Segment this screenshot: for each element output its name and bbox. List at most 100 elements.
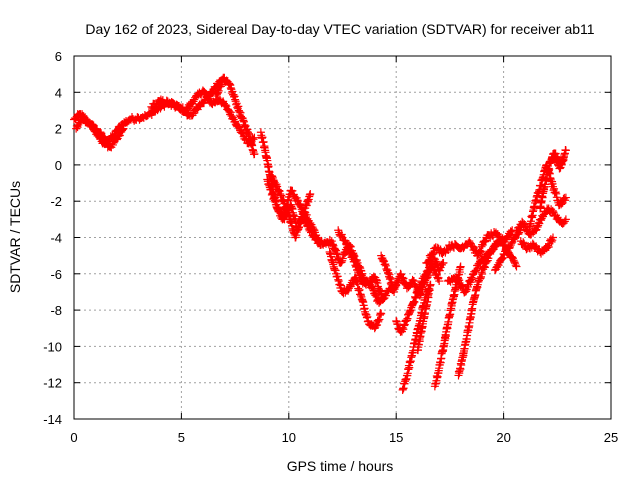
data-point — [547, 237, 556, 246]
data-point — [507, 228, 516, 237]
data-point — [444, 245, 453, 254]
data-point — [511, 261, 520, 270]
data-track — [512, 204, 570, 239]
data-point — [87, 121, 96, 130]
y-tick-label: -2 — [50, 194, 62, 209]
data-point — [408, 275, 417, 284]
data-point — [274, 186, 283, 195]
data-point — [506, 242, 515, 251]
data-track — [392, 254, 448, 336]
data-track — [325, 248, 386, 333]
x-tick-label: 5 — [178, 430, 185, 445]
data-point — [561, 193, 570, 202]
data-point — [173, 101, 182, 110]
data-point — [368, 282, 377, 291]
data-track — [211, 75, 259, 159]
data-point — [118, 125, 127, 134]
data-point — [293, 196, 302, 205]
data-point — [400, 321, 409, 330]
x-axis-label: GPS time / hours — [287, 458, 394, 474]
data-point — [455, 276, 464, 285]
x-tick-label: 25 — [604, 430, 618, 445]
data-point — [382, 291, 391, 300]
data-point — [115, 131, 124, 140]
data-point — [475, 246, 484, 255]
data-point — [377, 309, 386, 318]
data-track — [467, 237, 521, 315]
y-tick-label: -4 — [50, 231, 62, 246]
data-point — [549, 233, 558, 242]
data-point — [481, 237, 490, 246]
x-tick-label: 20 — [496, 430, 510, 445]
data-point — [543, 241, 552, 250]
x-tick-label: 15 — [389, 430, 403, 445]
data-track — [546, 149, 568, 173]
y-tick-label: -12 — [43, 376, 62, 391]
data-point — [511, 259, 520, 268]
data-point — [511, 234, 520, 243]
data-marks — [70, 73, 570, 394]
data-point — [306, 189, 315, 198]
data-point — [473, 264, 482, 273]
data-point — [117, 126, 126, 135]
data-point — [337, 231, 346, 240]
data-point — [559, 153, 568, 162]
data-track — [516, 233, 558, 258]
data-point — [250, 150, 259, 159]
y-tick-label: 6 — [55, 49, 62, 64]
y-tick-label: -14 — [43, 412, 62, 427]
data-point — [518, 218, 527, 227]
data-point — [477, 242, 486, 251]
data-point — [371, 291, 380, 300]
data-point — [168, 98, 177, 107]
data-point — [317, 240, 326, 249]
data-point — [250, 133, 259, 142]
data-point — [108, 140, 117, 149]
data-point — [561, 215, 570, 224]
chart-title: Day 162 of 2023, Sidereal Day-to-day VTE… — [85, 21, 594, 37]
data-point — [434, 244, 443, 253]
data-point — [307, 227, 316, 236]
data-point — [226, 108, 235, 117]
data-point — [96, 133, 105, 142]
data-point — [506, 227, 515, 236]
data-point — [119, 124, 128, 133]
data-point — [476, 247, 485, 256]
data-point — [315, 239, 324, 248]
data-point — [456, 262, 465, 271]
data-point — [338, 254, 347, 263]
data-point — [435, 277, 444, 286]
data-point — [476, 248, 485, 257]
data-point — [399, 325, 408, 334]
data-point — [268, 172, 277, 181]
data-point — [424, 257, 433, 266]
data-point — [548, 206, 557, 215]
y-tick-label: 4 — [55, 85, 62, 100]
data-track — [454, 309, 476, 380]
data-point — [467, 275, 476, 284]
data-point — [288, 186, 297, 195]
data-point — [102, 138, 111, 147]
y-axis-label: SDTVAR / TECUs — [7, 181, 23, 293]
data-point — [519, 238, 528, 247]
data-point — [493, 262, 502, 271]
y-tick-label: 2 — [55, 122, 62, 137]
data-point — [512, 262, 521, 271]
data-point — [462, 287, 471, 296]
y-tick-label: 0 — [55, 158, 62, 173]
data-track — [413, 280, 435, 355]
data-point — [221, 101, 230, 110]
data-point — [561, 146, 570, 155]
data-point — [426, 280, 435, 289]
data-point — [404, 283, 413, 292]
x-tick-label: 10 — [282, 430, 296, 445]
data-point — [428, 250, 437, 259]
axis-ticks: 0 5 10 15 20 25 -14 -12 -10 -8 -6 -4 -2 0 2 4 6 — [43, 49, 618, 445]
y-tick-label: -6 — [50, 267, 62, 282]
data-point — [500, 251, 509, 260]
data-point — [337, 258, 346, 267]
data-point — [189, 97, 198, 106]
x-tick-label: 0 — [70, 430, 77, 445]
data-track — [263, 175, 326, 249]
